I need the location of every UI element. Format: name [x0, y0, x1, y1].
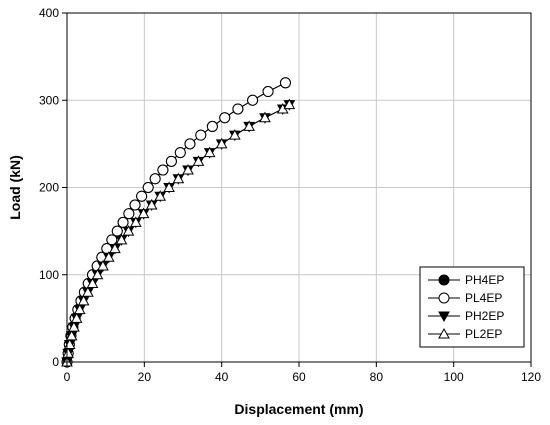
y-axis-title: Load (kN) [7, 155, 23, 220]
series-PH4EP [61, 77, 291, 368]
data-point [142, 182, 154, 193]
data-point [77, 294, 90, 306]
data-point [111, 225, 123, 237]
data-point [157, 164, 169, 176]
data-point [129, 216, 142, 227]
data-point [102, 251, 115, 262]
x-tick-label: 100 [444, 370, 464, 384]
y-tick-label: 100 [39, 268, 59, 282]
x-tick-label: 80 [370, 370, 384, 384]
legend-item: PH2EP [428, 309, 504, 323]
series-line [66, 104, 290, 363]
x-tick-label: 120 [521, 370, 541, 384]
legend-marker [438, 311, 450, 323]
legend-item: PH4EP [428, 273, 504, 287]
data-point [86, 277, 99, 288]
data-point [136, 190, 148, 202]
data-point [129, 199, 141, 211]
legend-item: PL2EP [428, 327, 502, 341]
series-layer [61, 77, 296, 369]
data-point [203, 146, 216, 158]
data-point [206, 120, 218, 132]
data-point [70, 312, 83, 323]
legend-marker [438, 327, 450, 339]
data-point [243, 120, 255, 131]
x-tick-label: 20 [138, 370, 152, 384]
data-point [215, 137, 228, 149]
y-tick-label: 300 [39, 93, 59, 107]
data-point [91, 268, 104, 280]
data-point [174, 147, 186, 159]
data-point [262, 86, 274, 98]
legend-label: PH2EP [465, 309, 504, 323]
legend-label: PL4EP [465, 291, 502, 305]
data-point [283, 98, 296, 110]
data-point [154, 190, 167, 201]
legend-marker [438, 292, 450, 304]
legend-item: PL4EP [428, 291, 502, 305]
data-point [195, 129, 207, 141]
data-point [184, 138, 196, 150]
y-tick-label: 200 [39, 181, 59, 195]
data-point [62, 347, 75, 358]
axis-ticks: 0 20 40 60 80 100 120 0 100 200 300 400 [39, 6, 541, 384]
series-line [66, 104, 290, 363]
legend-label: PL2EP [465, 327, 502, 341]
data-point [163, 181, 175, 192]
data-point [228, 129, 241, 140]
x-tick-label: 60 [292, 370, 306, 384]
data-point [232, 103, 244, 115]
y-tick-label: 400 [39, 6, 59, 20]
data-point [219, 112, 231, 124]
data-point [65, 329, 78, 341]
data-point [137, 207, 150, 219]
data-point [149, 173, 161, 185]
data-point [117, 216, 129, 228]
data-point [123, 208, 135, 220]
x-axis-title: Displacement (mm) [234, 401, 363, 417]
data-point [172, 172, 185, 184]
data-point [68, 321, 80, 332]
data-point [122, 225, 135, 236]
y-tick-label: 0 [52, 355, 59, 369]
series-PL4EP [61, 77, 291, 368]
legend: PH4EP PL4EP PH2EP PL2EP [419, 266, 525, 348]
data-point [192, 155, 205, 166]
data-point [145, 198, 158, 210]
legend-label: PH4EP [465, 273, 504, 287]
data-point [247, 94, 259, 106]
series-PL2EP [61, 98, 296, 367]
data-point [182, 164, 194, 175]
data-point [279, 77, 291, 89]
data-point [82, 286, 94, 297]
data-point [259, 111, 271, 123]
data-point [115, 233, 128, 245]
x-tick-label: 40 [215, 370, 229, 384]
series-PH2EP [61, 100, 296, 369]
data-point [165, 155, 177, 167]
legend-marker [438, 274, 450, 286]
data-point [73, 303, 86, 315]
x-tick-label: 0 [64, 370, 71, 384]
data-point [109, 242, 121, 254]
data-point [97, 259, 109, 271]
